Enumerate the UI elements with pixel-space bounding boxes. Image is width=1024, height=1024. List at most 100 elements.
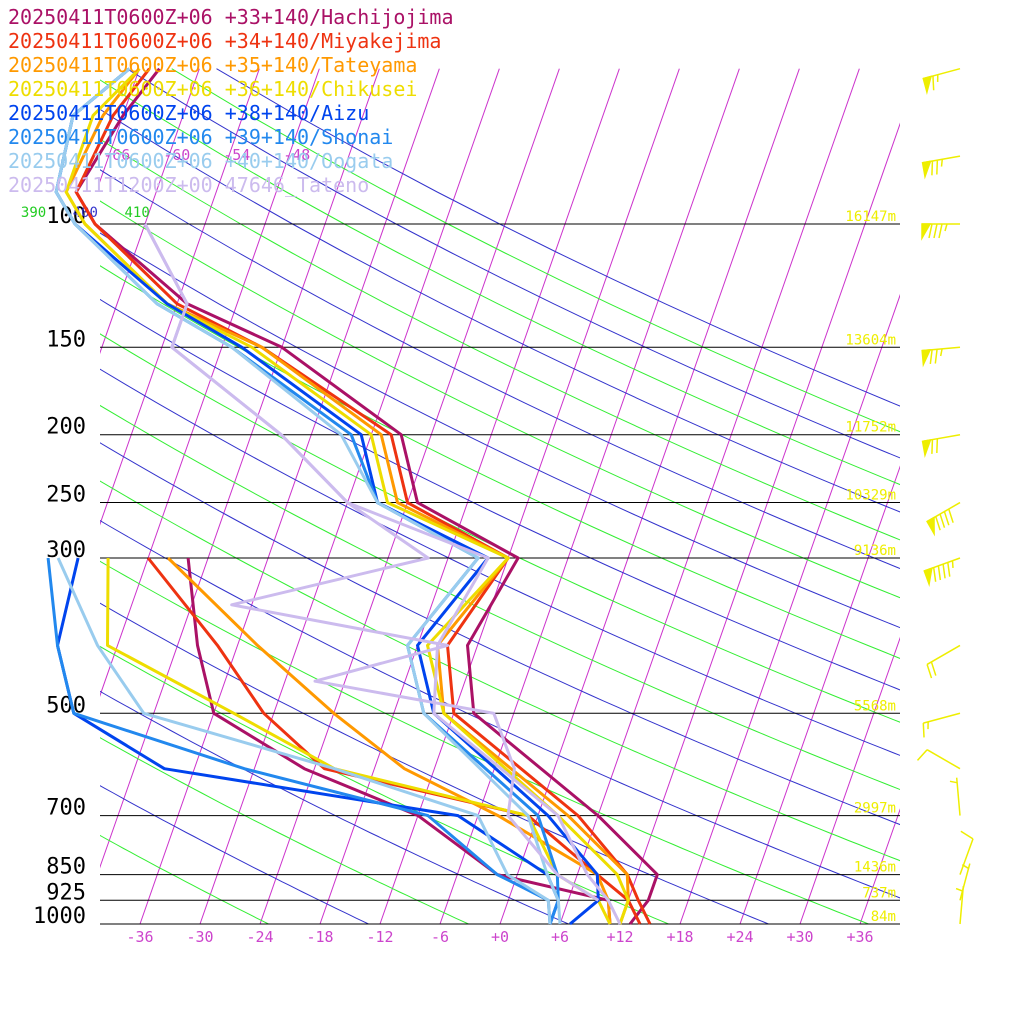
temperature-tick-label: +12 xyxy=(606,928,633,946)
dry-adiabat-line xyxy=(100,690,570,924)
legend-entry: 20250411T0600Z+06 +35+140/Tateyama xyxy=(8,53,417,77)
pressure-label: 925 xyxy=(46,880,86,905)
dry-adiabat-line xyxy=(216,68,900,407)
dry-adiabat-line xyxy=(100,404,900,791)
wind-barb xyxy=(959,863,971,901)
isotherm-line xyxy=(559,68,860,924)
isotherm-line xyxy=(499,68,800,924)
dry-adiabat-line xyxy=(100,737,470,924)
theta-label: 410 xyxy=(125,205,150,221)
height-label: 10329m xyxy=(845,488,896,504)
pressure-label: 250 xyxy=(46,483,86,508)
isotherm-line xyxy=(379,68,680,924)
height-label: 2997m xyxy=(854,801,896,817)
pressure-label: 1000 xyxy=(33,904,86,929)
wind-barb xyxy=(955,886,965,925)
pressure-label: 150 xyxy=(46,327,86,352)
wind-barbs xyxy=(916,67,974,925)
legend-entry: 20250411T0600Z+06 +36+140/Chikusei xyxy=(8,77,417,101)
background-lines xyxy=(100,68,1024,924)
dewpoint-profile-line xyxy=(56,557,560,925)
isotherm-line xyxy=(100,68,200,355)
legend-entry: 20250411T1200Z+00 47646_Tateno xyxy=(8,173,369,197)
isotherm-top-label: -66 xyxy=(103,146,130,164)
height-label: 9136m xyxy=(854,543,896,559)
wind-barb xyxy=(923,557,961,588)
height-label: 5568m xyxy=(854,698,896,714)
wind-barb xyxy=(916,749,961,770)
dry-adiabat-line xyxy=(100,442,900,826)
isotherm-line xyxy=(739,465,900,924)
legend-entry: 20250411T0600Z+06 +33+140/Hachijojima xyxy=(8,5,454,29)
wind-barb xyxy=(922,712,961,738)
dry-adiabat-line xyxy=(100,108,900,513)
isotherm-line xyxy=(139,68,440,924)
dry-adiabat-line xyxy=(100,169,900,570)
height-label: 84m xyxy=(871,909,896,925)
temperature-tick-label: -36 xyxy=(126,928,153,946)
height-label: 1436m xyxy=(854,860,896,876)
height-label: 16147m xyxy=(845,209,896,225)
dry-adiabat-line xyxy=(100,645,670,924)
dry-adiabat-line xyxy=(100,333,900,723)
dry-adiabat-line xyxy=(100,520,900,899)
wind-barb xyxy=(926,501,961,537)
theta-label: 390 xyxy=(21,205,46,221)
temperature-tick-label: -12 xyxy=(366,928,393,946)
dry-adiabat-line xyxy=(100,232,900,629)
temperature-profile-line xyxy=(64,67,630,925)
isotherm-line xyxy=(799,636,900,924)
isotherm-line xyxy=(619,122,900,924)
isotherm-line xyxy=(100,68,260,526)
dry-adiabat-line xyxy=(100,480,900,862)
dry-adiabat-line xyxy=(100,265,900,659)
dewpoint-profile-line xyxy=(56,557,552,925)
temperature-tick-label: +0 xyxy=(491,928,509,946)
isotherm-line xyxy=(259,68,560,924)
wind-barb xyxy=(921,223,960,241)
height-label: 737m xyxy=(862,885,896,901)
height-label: 11752m xyxy=(845,420,896,436)
dewpoint-profile-line xyxy=(143,223,600,902)
wind-barb xyxy=(921,433,961,459)
temperature-tick-label: +30 xyxy=(786,928,813,946)
temperature-tick-label: -24 xyxy=(246,928,273,946)
dry-adiabat-line xyxy=(100,200,900,599)
pressure-label: 300 xyxy=(46,538,86,563)
legend-entry: 20250411T0600Z+06 +38+140/Aizu xyxy=(8,101,369,125)
isotherm-line xyxy=(439,68,740,924)
temperature-tick-label: +36 xyxy=(846,928,873,946)
wind-barb xyxy=(959,830,974,875)
isotherm-line xyxy=(920,69,1024,924)
wind-barb xyxy=(922,67,961,95)
isotherm-line xyxy=(679,293,900,924)
dry-adiabat-line xyxy=(100,560,870,924)
isotherm-line xyxy=(100,68,380,869)
temperature-tick-label: +24 xyxy=(726,928,753,946)
height-label: 13604m xyxy=(845,332,896,348)
temperature-tick-label: -18 xyxy=(306,928,333,946)
sounding-series xyxy=(46,67,659,926)
temperature-tick-label: -30 xyxy=(186,928,213,946)
pressure-label: 700 xyxy=(46,796,86,821)
isotherm-top-label: -54 xyxy=(223,146,250,164)
temperature-tick-label: +6 xyxy=(551,928,569,946)
legend: 20250411T0600Z+06 +33+140/Hachijojima202… xyxy=(8,5,454,197)
dry-adiabat-line xyxy=(100,138,900,541)
isotherm-top-label: -60 xyxy=(163,146,190,164)
dry-adiabat-line xyxy=(100,602,770,924)
wind-barb xyxy=(921,346,961,368)
wind-barb xyxy=(949,777,961,816)
wind-barb xyxy=(921,155,961,180)
legend-entry: 20250411T0600Z+06 +34+140/Miyakejima xyxy=(8,29,441,53)
isotherm-top-label: -48 xyxy=(283,146,310,164)
wind-barb xyxy=(926,644,961,679)
legend-entry: 20250411T0600Z+06 +40+140/Oogata xyxy=(8,149,393,173)
pressure-label: 850 xyxy=(46,855,86,880)
temperature-tick-label: -6 xyxy=(431,928,449,946)
legend-entry: 20250411T0600Z+06 +39+140/Shonai xyxy=(8,125,393,149)
dry-adiabat-line xyxy=(100,785,370,924)
dry-adiabat-line xyxy=(100,79,900,486)
